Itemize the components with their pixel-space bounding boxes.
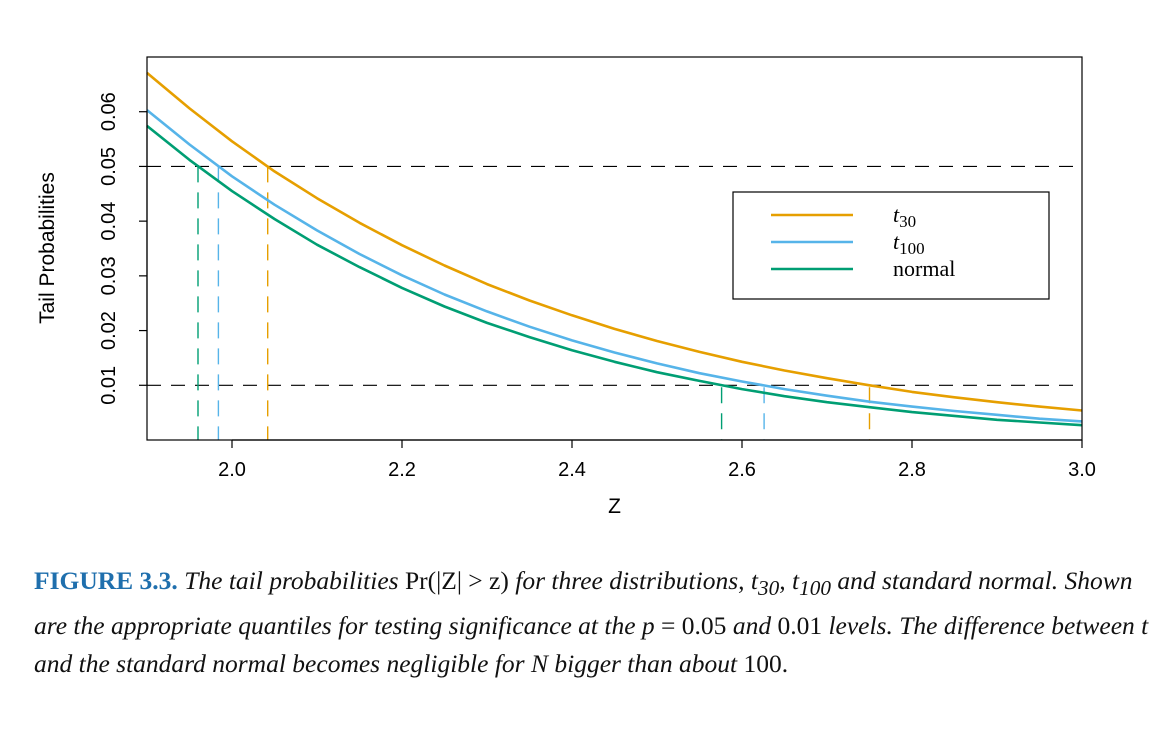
caption-t100: t100 (792, 566, 831, 600)
x-axis: 2.0 2.2 2.4 2.6 2.8 3.0 (218, 439, 1096, 481)
y-tick-label-0.05: 0.05 (98, 147, 120, 186)
caption-t30-base: t (750, 566, 758, 595)
caption-formula: Pr(|Z| > z) (404, 566, 509, 595)
x-tick-label-2.2: 2.2 (388, 459, 416, 481)
caption-t: t (1141, 611, 1149, 641)
y-axis-title: Tail Probabilities (36, 172, 59, 324)
x-tick-label-2.6: 2.6 (728, 459, 756, 481)
series-line-t100 (146, 109, 1083, 423)
series-line-normal (146, 124, 1083, 427)
y-tick-label-0.02: 0.02 (98, 311, 120, 350)
caption-number: 100. (743, 649, 789, 679)
caption-t100-base: t (792, 566, 800, 595)
caption-text-3: and standard normal. Shown are the appro… (34, 566, 1133, 641)
caption-text-2: for three distributions, (515, 566, 745, 595)
caption-text-4: levels. The difference between (828, 611, 1135, 641)
tail-probability-chart: 2.0 2.2 2.4 2.6 2.8 3.0 0.010.020.030.040.050… (36, 56, 1096, 518)
y-tick-label-0.01: 0.01 (98, 366, 120, 405)
y-tick-label-0.03: 0.03 (98, 256, 120, 295)
quantile-lines-group (197, 166, 871, 440)
x-tick-label-2.0: 2.0 (218, 459, 246, 481)
x-tick-label-3.0: 3.0 (1068, 459, 1096, 481)
series-line-t30 (146, 71, 1083, 412)
x-tick-label-2.4: 2.4 (558, 459, 586, 481)
figure-caption: FIGURE 3.3. The tail probabilities Pr(|Z… (34, 566, 1149, 679)
caption-text-5: and the standard normal becomes negligib… (34, 649, 525, 679)
y-axis: 0.01 0.02 0.03 0.04 0.05 0.06 (98, 92, 148, 405)
legend-label-normal: normal (893, 256, 955, 281)
y-tick-label-0.04: 0.04 (98, 202, 120, 241)
y-tick-label-0.06: 0.06 (98, 92, 120, 131)
caption-text-6: bigger than about (554, 649, 738, 679)
caption-eq1: = 0.05 (661, 611, 727, 641)
caption-p: p (641, 611, 655, 641)
legend-label-sub-30: 30 (899, 212, 916, 231)
caption-and: and (732, 611, 772, 641)
legend-box (732, 191, 1050, 300)
caption-N: N (530, 649, 548, 679)
x-tick-label-2.8: 2.8 (898, 459, 926, 481)
caption-text-1: The tail probabilities (184, 566, 399, 595)
ref-lines-group (147, 165, 1082, 386)
series-lines-group (146, 71, 1083, 427)
legend-label-sub-100: 100 (899, 239, 925, 258)
caption-t100-sub: 100 (799, 576, 831, 601)
caption-t30: t30 (750, 566, 779, 600)
caption-eq2: 0.01 (777, 611, 823, 641)
x-axis-title: Z (608, 495, 621, 518)
caption-t30-sub: 30 (758, 576, 780, 601)
caption-label: FIGURE 3.3. (34, 566, 178, 595)
